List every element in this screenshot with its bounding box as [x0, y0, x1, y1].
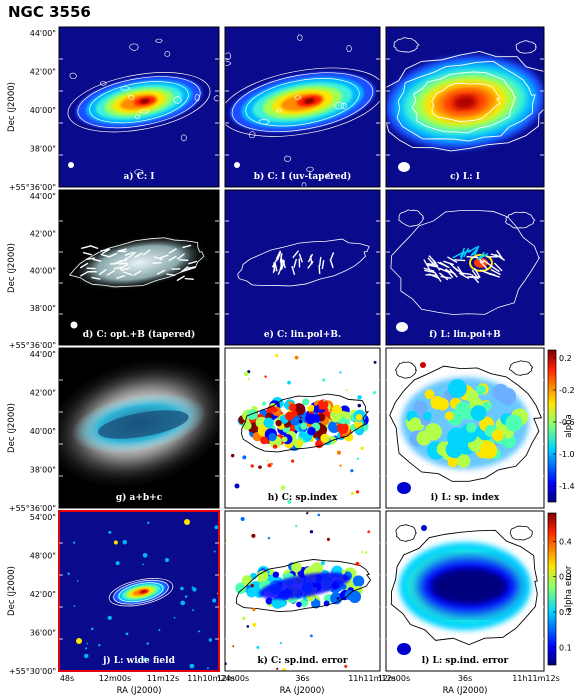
colorbar-label: alpha — [564, 414, 574, 438]
x-tick-label: 48s — [60, 674, 74, 683]
y-tick-label: 44'00" — [30, 29, 56, 38]
y-tick-label: 38'00" — [30, 145, 56, 154]
panel-label: a) C: I — [123, 171, 154, 182]
panel-a: a) C: I — [58, 26, 220, 188]
y-axis-label-row2: Dec (J2000) — [7, 243, 17, 293]
colorbar-tick-label: -0.6 — [559, 418, 575, 427]
x-tick-label: 36s — [458, 674, 472, 683]
colorbar-tick-label: 0.2 — [559, 354, 572, 363]
panel-label: e) C: lin.pol+B. — [264, 329, 341, 340]
panel-label: g) a+b+c — [116, 492, 163, 503]
panel-j: j) L: wide field — [58, 510, 220, 672]
y-tick-label: 42'00" — [30, 389, 56, 398]
figure-title: NGC 3556 — [8, 3, 91, 21]
panel-h: h) C: sp.index — [224, 347, 381, 509]
panel-label: b) C: I (uv-tapered) — [254, 171, 351, 182]
colorbar-tick-label: -1.4 — [559, 482, 575, 491]
panel-label: l) L: sp.ind. error — [422, 655, 509, 666]
y-tick-label: 36'00" — [30, 629, 56, 638]
colorbars: 0.2 -0.2 -0.6 -1.0 -1.4 alpha 0.4 0.3 0.2 0.1 alph… — [547, 349, 575, 666]
x-tick-label: 12m00s — [99, 674, 131, 683]
colorbar — [547, 512, 557, 666]
y-tick-label: 40'00" — [30, 267, 56, 276]
panel-c: c) L: I — [385, 26, 545, 188]
colorbar-tick-label: 0.4 — [559, 537, 572, 546]
panel-label: f) L: lin.pol+B — [429, 329, 501, 340]
y-axis-label-row4: Dec (J2000) — [7, 566, 17, 616]
panel-d: d) C: opt.+B (tapered) — [58, 189, 220, 346]
colorbar-tick-label: -1.0 — [559, 450, 575, 459]
y-axis-label-row1: Dec (J2000) — [7, 82, 17, 132]
x-tick-label: 12m00s — [217, 674, 249, 683]
y-tick-label: 40'00" — [30, 106, 56, 115]
y-tick-label: +55°36'00" — [9, 341, 56, 350]
panel-i: i) L: sp. index — [385, 347, 545, 509]
panel-f: f) L: lin.pol+B — [385, 189, 545, 346]
x-axis-label-col2: RA (J2000) — [280, 686, 325, 696]
y-tick-label: 38'00" — [30, 304, 56, 313]
panel-label: h) C: sp.index — [268, 492, 338, 503]
colorbar-label: alpha error — [564, 565, 574, 612]
panel-label: d) C: opt.+B (tapered) — [83, 329, 195, 340]
y-tick-label: 40'00" — [30, 427, 56, 436]
panel-grid: a) C: I b) C: I (uv-tapered) c) L: I d) C: … — [58, 26, 545, 672]
colorbar-tick-label: -0.2 — [559, 386, 575, 395]
y-tick-label: 42'00" — [30, 229, 56, 238]
y-tick-label: 44'00" — [30, 192, 56, 201]
colorbar-tick-label: 0.3 — [559, 573, 572, 582]
y-tick-label: +55°30'00" — [9, 667, 56, 676]
panel-b: b) C: I (uv-tapered) — [224, 26, 381, 188]
y-tick-label: 44'00" — [30, 350, 56, 359]
y-tick-label: 42'00" — [30, 68, 56, 77]
colorbar-tick-label: 0.1 — [559, 643, 572, 652]
panel-e: e) C: lin.pol+B. — [224, 189, 381, 346]
panel-label: k) C: sp.ind. error — [257, 655, 347, 666]
x-axis-label-col1: RA (J2000) — [117, 686, 162, 696]
x-tick-label: 11m12s — [147, 674, 179, 683]
x-tick-label: 11h11m12s — [348, 674, 396, 683]
x-tick-label: 36s — [295, 674, 309, 683]
colorbar — [547, 349, 557, 503]
x-tick-label: 11h11m12s — [512, 674, 560, 683]
y-tick-label: +55°36'00" — [9, 183, 56, 192]
y-tick-label: 38'00" — [30, 466, 56, 475]
x-tick-label: 12m00s — [378, 674, 410, 683]
panel-l: l) L: sp.ind. error — [385, 510, 545, 672]
x-tick-label: 11h10m24s — [187, 674, 235, 683]
panel-k: k) C: sp.ind. error — [224, 510, 381, 672]
panel-label: c) L: I — [450, 171, 480, 182]
x-axis-label-col3: RA (J2000) — [443, 686, 488, 696]
y-axes: 44'00"42'00"40'00"38'00"+55°36'00"44'00"… — [9, 29, 56, 676]
y-tick-label: 48'00" — [30, 552, 56, 561]
y-tick-label: 42'00" — [30, 590, 56, 599]
panel-label: j) L: wide field — [102, 655, 175, 666]
y-tick-label: 54'00" — [30, 513, 56, 522]
y-tick-label: +55°36'00" — [9, 504, 56, 513]
panel-label: i) L: sp. index — [431, 492, 500, 503]
panel-g: g) a+b+c — [58, 347, 220, 509]
colorbar-tick-label: 0.2 — [559, 608, 572, 617]
y-axis-label-row3: Dec (J2000) — [7, 403, 17, 453]
